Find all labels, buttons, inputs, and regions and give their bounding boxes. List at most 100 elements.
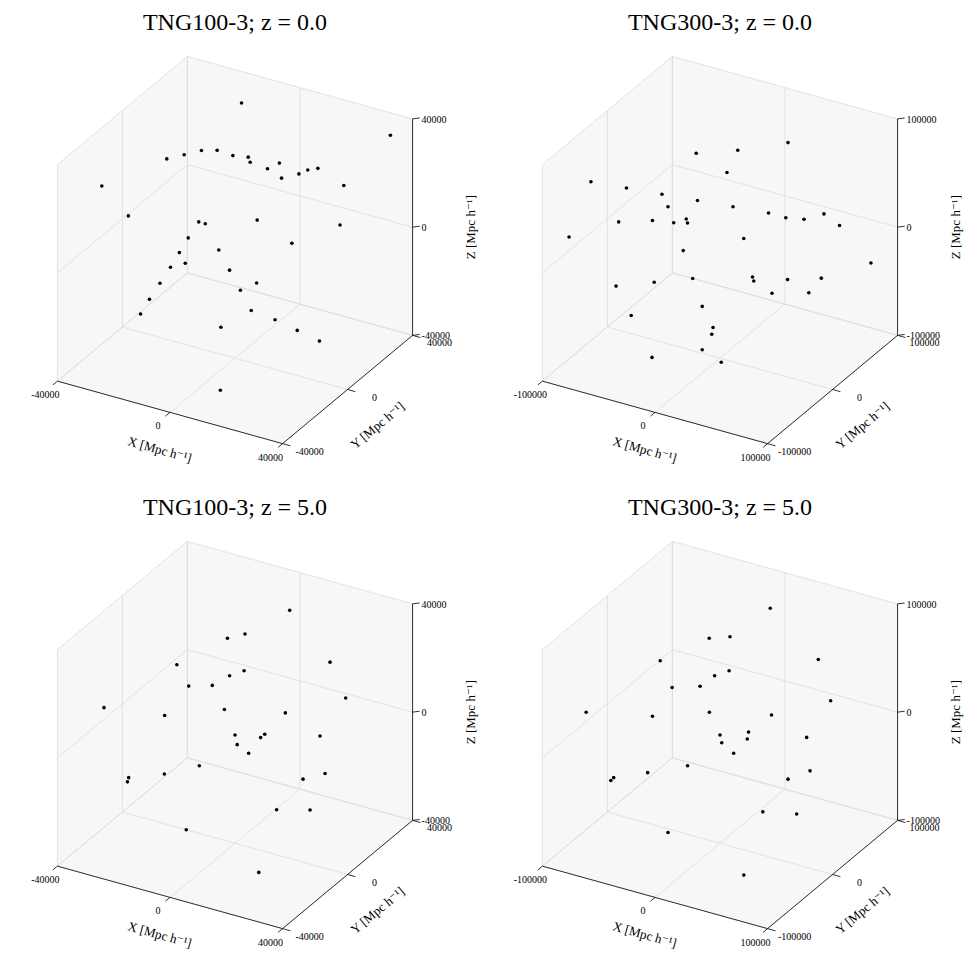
point — [711, 326, 715, 330]
panel: TNG100-3; z = 5.0-40000040000-4000004000… — [31, 494, 478, 950]
pane — [542, 758, 897, 929]
tick-label: -40000 — [422, 330, 450, 341]
tick-mark — [413, 226, 420, 228]
point — [102, 706, 106, 710]
point — [297, 172, 301, 176]
axes: -1000000100000-1000000100000-10000001000… — [514, 114, 963, 466]
points — [102, 609, 347, 875]
grid-line — [57, 56, 187, 164]
point — [731, 205, 735, 209]
point — [670, 686, 674, 690]
point — [720, 741, 724, 745]
point — [239, 288, 243, 292]
panel-title: TNG300-3; z = 0.0 — [628, 9, 812, 35]
point — [795, 812, 799, 816]
grid-line — [672, 758, 897, 821]
point — [284, 711, 288, 715]
tick-mark — [763, 444, 768, 448]
point — [761, 810, 765, 814]
grid — [542, 56, 897, 443]
point — [183, 261, 187, 265]
pane — [57, 758, 412, 929]
point — [338, 223, 342, 227]
tick-mark — [898, 602, 905, 604]
point — [710, 333, 714, 337]
point — [869, 261, 873, 265]
tick-mark — [348, 390, 356, 392]
grid-line — [57, 541, 187, 649]
point — [184, 828, 188, 832]
point — [126, 780, 130, 784]
x-axis-line — [57, 381, 282, 444]
tick-mark — [763, 929, 768, 933]
tick-mark — [348, 875, 356, 877]
point — [625, 186, 629, 190]
tick-mark — [898, 711, 905, 713]
grid-line — [187, 758, 412, 821]
panel: TNG300-3; z = 0.0 -1000000100000-10000001… — [514, 9, 963, 465]
tick-label: 0 — [372, 392, 377, 403]
tick-mark — [53, 866, 58, 870]
tick-label: -40000 — [422, 815, 450, 826]
point — [650, 356, 654, 360]
point — [708, 710, 712, 714]
point — [306, 168, 310, 172]
point — [686, 221, 690, 225]
grid-line — [542, 56, 672, 164]
point — [732, 751, 736, 755]
tick-mark — [898, 117, 905, 119]
tick-label: 0 — [372, 877, 377, 888]
tick-mark — [898, 226, 905, 228]
point — [182, 153, 186, 157]
tick-label: 40000 — [422, 599, 447, 610]
tick-mark — [278, 444, 283, 448]
points — [100, 101, 392, 392]
grid-line — [542, 273, 672, 381]
tick-mark — [413, 820, 421, 822]
grid-line — [122, 812, 347, 875]
tick-mark — [278, 929, 283, 933]
point — [700, 305, 704, 309]
point — [280, 176, 284, 180]
point — [100, 184, 104, 188]
tick-mark — [53, 381, 58, 385]
point — [728, 635, 732, 639]
point — [231, 154, 235, 158]
y-axis-line — [283, 335, 413, 443]
tick-mark — [538, 866, 543, 870]
tick-label: -40000 — [31, 874, 59, 885]
pane — [542, 273, 897, 444]
figure: TNG100-3; z = 0.0-40000040000-4000004000… — [0, 0, 971, 970]
grid — [542, 541, 897, 928]
tick-label: 0 — [422, 222, 427, 233]
point — [288, 609, 292, 613]
pane — [57, 273, 412, 444]
x-axis-line — [542, 866, 767, 929]
point — [751, 275, 755, 279]
point — [158, 281, 162, 285]
point — [223, 708, 227, 712]
point — [263, 732, 267, 736]
tick-label: 100000 — [741, 452, 771, 463]
point — [273, 318, 277, 322]
grid-line — [122, 327, 347, 390]
grid-line — [57, 381, 282, 444]
point — [259, 736, 263, 740]
point — [203, 222, 207, 226]
axis-title: Y [Mpc h⁻¹] — [347, 399, 407, 452]
point — [768, 606, 772, 610]
grid-line — [187, 165, 412, 228]
point — [694, 151, 698, 155]
point — [742, 237, 746, 241]
grid-line — [607, 812, 832, 875]
tick-mark — [538, 381, 543, 385]
grid-line — [57, 866, 282, 929]
y-axis-line — [768, 335, 898, 443]
tick-mark — [413, 711, 420, 713]
tick-mark — [165, 897, 170, 901]
point — [248, 160, 252, 164]
point — [242, 669, 246, 673]
point — [747, 730, 751, 734]
point — [226, 636, 230, 640]
tick-label: 100000 — [907, 114, 937, 125]
